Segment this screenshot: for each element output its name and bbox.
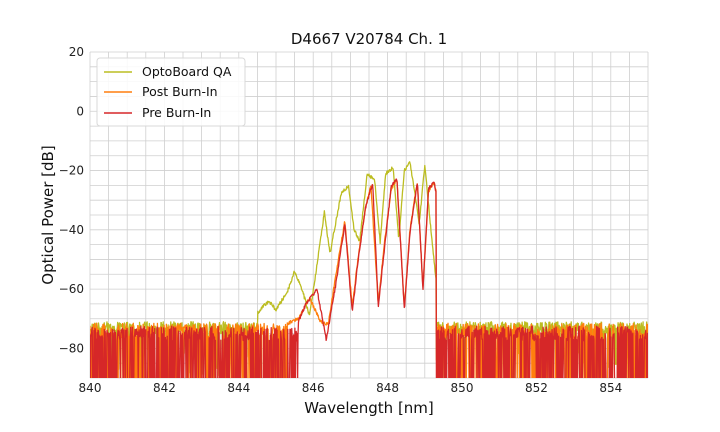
- chart-title: D4667 V20784 Ch. 1: [291, 30, 447, 48]
- legend-label-optoboard-qa: OptoBoard QA: [142, 64, 232, 79]
- y-tick-label: 0: [76, 104, 84, 118]
- x-tick-label: 848: [376, 381, 399, 395]
- y-tick-label: 20: [69, 45, 84, 59]
- x-tick-label: 852: [525, 381, 548, 395]
- y-axis-label: Optical Power [dB]: [39, 145, 57, 284]
- y-tick-label: −60: [59, 282, 84, 296]
- legend: OptoBoard QA Post Burn-In Pre Burn-In: [97, 58, 245, 126]
- x-axis-label: Wavelength [nm]: [304, 399, 434, 417]
- x-tick-label: 846: [302, 381, 325, 395]
- x-tick-label: 844: [227, 381, 250, 395]
- x-tick-label: 842: [153, 381, 176, 395]
- x-tick-label: 854: [599, 381, 622, 395]
- x-tick-label: 840: [79, 381, 102, 395]
- y-tick-label: −20: [59, 164, 84, 178]
- y-tick-label: −80: [59, 341, 84, 355]
- legend-label-post-burn-in: Post Burn-In: [142, 84, 218, 99]
- legend-label-pre-burn-in: Pre Burn-In: [142, 105, 211, 120]
- x-tick-label: 850: [451, 381, 474, 395]
- y-tick-label: −40: [59, 223, 84, 237]
